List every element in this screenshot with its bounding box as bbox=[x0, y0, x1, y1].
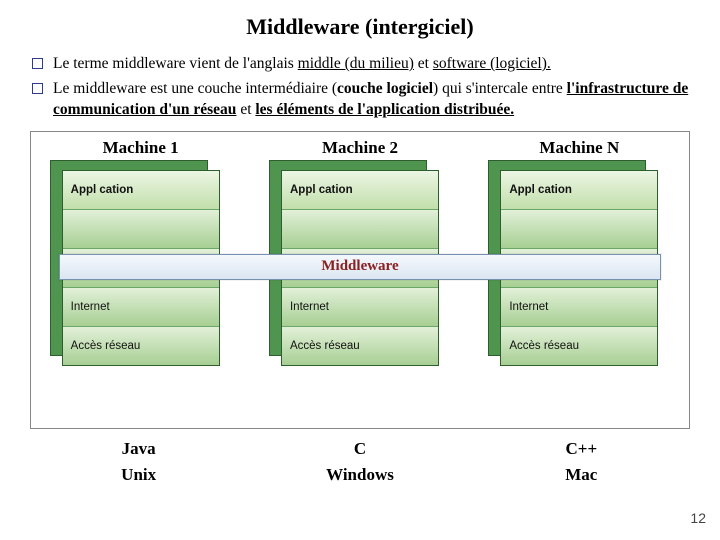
bullet-square-icon bbox=[32, 58, 43, 69]
os-row: Unix Windows Mac bbox=[28, 465, 692, 485]
text-span: Le terme middleware vient de l'anglais bbox=[53, 55, 298, 72]
text-span: ) qui s'intercale entre bbox=[433, 80, 567, 97]
stack-layer bbox=[282, 210, 438, 249]
text-span: et bbox=[236, 101, 255, 118]
bullet-text: Le terme middleware vient de l'anglais m… bbox=[53, 54, 692, 75]
bullet-square-icon bbox=[32, 83, 43, 94]
stack-layer: Appl cation bbox=[501, 171, 657, 210]
text-span: et bbox=[414, 55, 433, 72]
slide-title: Middleware (intergiciel) bbox=[28, 14, 692, 40]
bold-span: couche logiciel bbox=[337, 80, 433, 97]
text-span: Le middleware est une couche intermédiai… bbox=[53, 80, 337, 97]
machine-label: Machine N bbox=[470, 138, 689, 158]
stack-layer: Internet bbox=[282, 288, 438, 327]
language-label: C++ bbox=[471, 439, 692, 459]
underlined-span: software (logiciel). bbox=[433, 55, 551, 72]
middleware-bar: Middleware bbox=[59, 254, 661, 280]
bullet-item: Le middleware est une couche intermédiai… bbox=[28, 79, 692, 121]
bullet-text: Le middleware est une couche intermédiai… bbox=[53, 79, 692, 121]
architecture-diagram: Machine 1 Machine 2 Machine N Appl catio… bbox=[30, 131, 690, 429]
machine-label: Machine 1 bbox=[31, 138, 250, 158]
stack-layer: Internet bbox=[501, 288, 657, 327]
stack-layer: Internet bbox=[63, 288, 219, 327]
os-label: Unix bbox=[28, 465, 249, 485]
stack-layer: Accès réseau bbox=[282, 327, 438, 365]
stacks-row: Appl cation Transport Internet Accès rés… bbox=[31, 170, 689, 406]
language-label: Java bbox=[28, 439, 249, 459]
os-label: Windows bbox=[249, 465, 470, 485]
stack-layer: Appl cation bbox=[63, 171, 219, 210]
language-label: C bbox=[249, 439, 470, 459]
os-label: Mac bbox=[471, 465, 692, 485]
bullet-list: Le terme middleware vient de l'anglais m… bbox=[28, 54, 692, 121]
bullet-item: Le terme middleware vient de l'anglais m… bbox=[28, 54, 692, 75]
underlined-bold-span: les éléments de l'application distribuée… bbox=[255, 101, 514, 118]
languages-row: Java C C++ bbox=[28, 439, 692, 459]
stack-layer bbox=[63, 210, 219, 249]
stack-layer: Accès réseau bbox=[501, 327, 657, 365]
stack-layer bbox=[501, 210, 657, 249]
machines-header-row: Machine 1 Machine 2 Machine N bbox=[31, 132, 689, 158]
underlined-span: middle (du milieu) bbox=[298, 55, 414, 72]
stack-layer: Accès réseau bbox=[63, 327, 219, 365]
machine-label: Machine 2 bbox=[250, 138, 469, 158]
stack-layer: Appl cation bbox=[282, 171, 438, 210]
slide-number: 12 bbox=[690, 510, 706, 526]
